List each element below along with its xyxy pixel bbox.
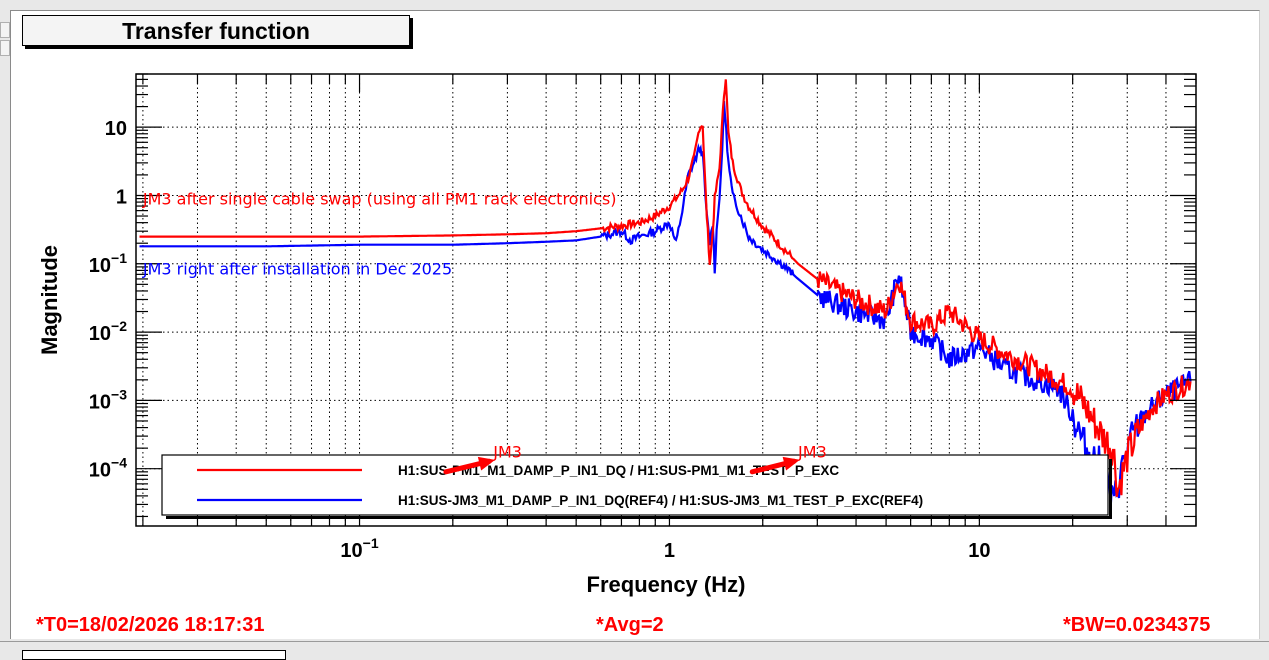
y-tick-label-exp: −4: [111, 455, 127, 471]
x-axis-label: Frequency (Hz): [587, 572, 746, 597]
y-tick-label-base: 10: [105, 118, 127, 140]
x-tick-labels: 10−1 1 10: [340, 535, 990, 562]
series-line-pm1: [139, 79, 1192, 497]
annotation-arrow-head: [782, 456, 800, 471]
plot-frame: [135, 73, 1197, 527]
y-tick-label-exp: −3: [111, 386, 127, 402]
y-tick-label-base: 10: [89, 460, 111, 482]
x-tick-label: 10−1: [340, 535, 378, 562]
y-axis-label: Magnitude: [37, 245, 62, 355]
annotation-arrow-head: [477, 456, 496, 471]
annotation-label: JM3 right after installation in Dec 2025: [142, 260, 452, 279]
y-tick-label: 10−1: [89, 250, 127, 277]
legend: H1:SUS-PM1_M1_DAMP_P_IN1_DQ / H1:SUS-PM1…: [161, 454, 1112, 519]
legend-entry-label: H1:SUS-JM3_M1_DAMP_P_IN1_DQ(REF4) / H1:S…: [398, 493, 923, 508]
series-layer: [139, 79, 1192, 506]
x-tick-label-base: 10: [340, 540, 362, 562]
y-tick-label: 10−4: [89, 455, 127, 482]
bottom-panel-tab[interactable]: [22, 650, 286, 660]
annotation-label: JM3 after single cable swap (using all P…: [142, 190, 617, 209]
y-tick-label-exp: −2: [111, 318, 127, 334]
y-tick-label: 1: [116, 186, 127, 208]
side-scroll-up-button[interactable]: [0, 22, 10, 38]
jm3-arrow-label: JM3: [797, 442, 827, 461]
status-avg: *Avg=2: [596, 614, 664, 636]
jm3-arrow-label: JM3: [492, 442, 522, 461]
x-tick-label-exp: −1: [363, 535, 379, 551]
series-line-jm3-ref4: [139, 101, 1192, 506]
y-tick-label-base: 10: [89, 391, 111, 413]
bottom-panel-strip: [0, 641, 1269, 656]
plot-canvas: [10, 10, 1260, 639]
x-tick-label-base: 1: [664, 540, 675, 562]
legend-shadow-right: [1109, 459, 1112, 519]
legend-shadow-bottom: [166, 516, 1112, 519]
x-tick-label-base: 10: [968, 540, 990, 562]
side-scroll-down-button[interactable]: [0, 40, 10, 56]
x-tick-label: 1: [664, 540, 675, 562]
y-tick-label: 10−3: [89, 386, 127, 413]
status-t0: *T0=18/02/2026 18:17:31: [36, 614, 265, 636]
x-tick-label: 10: [968, 540, 990, 562]
y-tick-label-exp: −1: [111, 250, 127, 266]
annotations: JM3 after single cable swap (using all P…: [142, 190, 827, 475]
y-tick-label: 10−2: [89, 318, 127, 345]
y-tick-label-base: 1: [116, 186, 127, 208]
y-tick-label: 10: [105, 118, 127, 140]
plot-title-box: Transfer function: [22, 15, 410, 46]
status-bw: *BW=0.0234375: [1063, 614, 1211, 636]
y-tick-label-base: 10: [89, 255, 111, 277]
legend-box: [161, 454, 1109, 516]
y-tick-label-base: 10: [89, 323, 111, 345]
grid-lines: [136, 74, 1197, 526]
legend-entry-label: H1:SUS-PM1_M1_DAMP_P_IN1_DQ / H1:SUS-PM1…: [398, 463, 839, 478]
plot-title: Transfer function: [122, 18, 310, 44]
axis-ticks: [136, 73, 1197, 526]
